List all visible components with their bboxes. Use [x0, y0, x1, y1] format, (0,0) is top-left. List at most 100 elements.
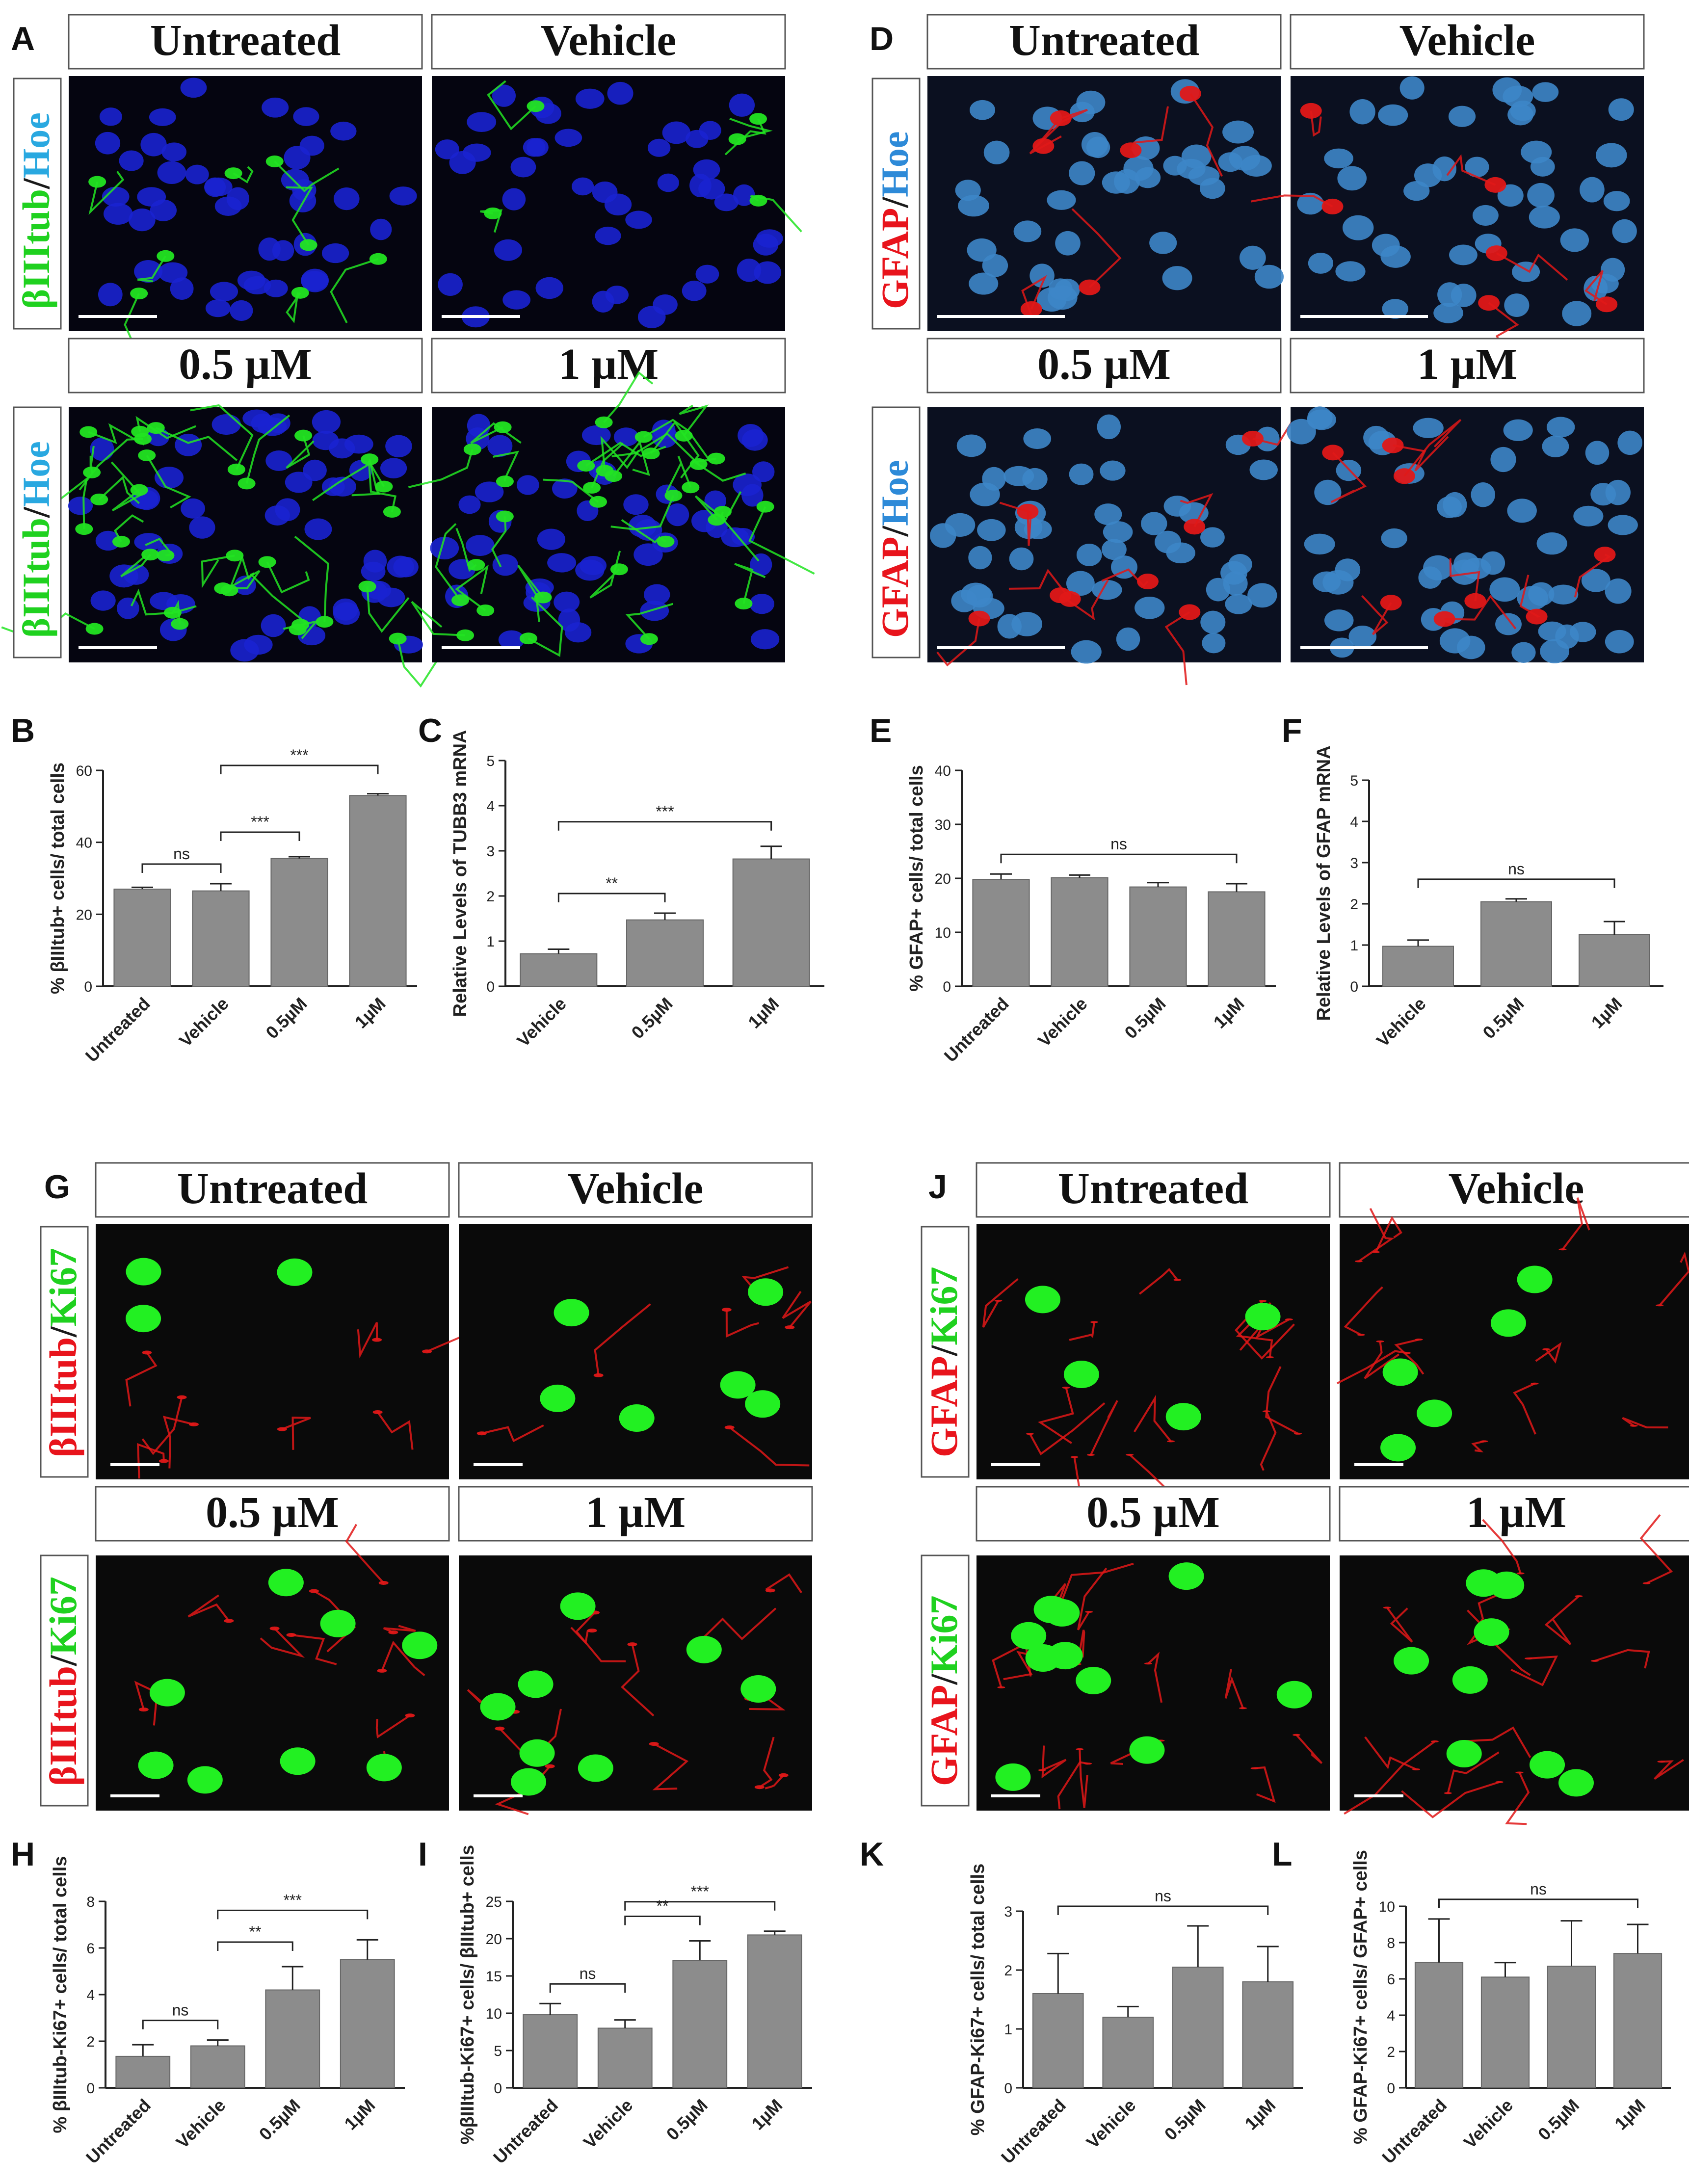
- nucleus: [643, 584, 670, 605]
- y-tick-label: 0: [1004, 2080, 1012, 2097]
- nucleus: [752, 461, 775, 482]
- nucleus: [592, 290, 614, 313]
- nucleus: [329, 476, 357, 497]
- nucleus: [380, 458, 407, 479]
- gfap-fiber: [1630, 1424, 1638, 1427]
- tubulin-cell: [383, 505, 401, 518]
- gfap-cell: [1596, 296, 1618, 313]
- nucleus: [90, 437, 114, 461]
- nucleus: [693, 159, 720, 180]
- nucleus: [262, 97, 289, 118]
- nucleus: [344, 434, 373, 454]
- bar-f-2: [1480, 901, 1552, 987]
- tubulin-cell: [675, 429, 693, 442]
- y-tick-label: 2: [1350, 896, 1358, 913]
- nucleus: [750, 553, 772, 576]
- cell-process: [610, 495, 675, 530]
- nucleus: [750, 629, 780, 650]
- tubulin-cell: [112, 535, 130, 548]
- cell-process: [621, 1644, 655, 1717]
- j-ki67-nucleus: [995, 1763, 1031, 1791]
- nucleus: [226, 187, 249, 211]
- gfap-fiber: [1062, 1387, 1070, 1389]
- y-axis-label: % GFAP+ cells/ total cells: [906, 765, 927, 991]
- nucleus: [657, 173, 679, 192]
- cell-process: [729, 117, 773, 140]
- nucleus: [968, 546, 992, 570]
- nucleus: [945, 513, 976, 537]
- nucleus: [1342, 215, 1374, 240]
- nucleus: [1009, 547, 1034, 571]
- tubulin-cell: [130, 288, 148, 300]
- bar-l-1: [1414, 1962, 1464, 2088]
- cell-process: [652, 1743, 689, 1790]
- tubulin-fiber: [495, 1726, 505, 1731]
- gfap-fiber: [1085, 1610, 1093, 1613]
- a-label-high: 1 µM: [558, 340, 659, 389]
- cell-process: [1038, 1387, 1074, 1444]
- nucleus: [1527, 183, 1555, 208]
- tubulin-cell: [289, 623, 307, 635]
- cell-process: [1375, 1216, 1402, 1253]
- condition-label-box: [976, 1162, 1331, 1218]
- g-ki67-nucleus: [518, 1670, 554, 1698]
- y-axis-label: Relative Levels of TUBB3 mRNA: [450, 730, 471, 1017]
- gfap-cell: [1322, 445, 1344, 461]
- y-axis-label: % βIIItub+ cells/ total cells: [48, 763, 68, 994]
- tubulin-fiber: [286, 1633, 296, 1637]
- nucleus: [140, 132, 167, 157]
- tubulin-fiber: [754, 1785, 765, 1789]
- nucleus: [1255, 426, 1280, 451]
- nucleus: [628, 514, 657, 538]
- nucleus: [1414, 163, 1442, 187]
- nucleus: [1220, 561, 1247, 585]
- nucleus: [1239, 245, 1266, 270]
- nucleus: [1583, 275, 1608, 301]
- nucleus: [704, 490, 726, 511]
- gfap-fiber: [1376, 1340, 1384, 1342]
- x-tick-label: 1µM: [340, 2095, 379, 2134]
- tubulin-cell: [299, 239, 317, 251]
- nucleus: [1596, 143, 1627, 168]
- tubulin-cell: [756, 500, 774, 513]
- nucleus: [714, 193, 739, 211]
- condition-label-box: [1290, 338, 1645, 394]
- tubulin-fiber: [765, 1588, 775, 1593]
- nucleus: [370, 218, 392, 240]
- stain-label-box: [871, 406, 921, 658]
- nucleus: [1562, 301, 1592, 326]
- cell-process: [88, 171, 125, 215]
- x-tick-label: 1µM: [747, 2095, 786, 2134]
- nucleus: [516, 475, 539, 495]
- chart-c: 0 1 2 3 4 5 Vehicle 0.5µM 1µM Relative Levels of …: [450, 730, 824, 1051]
- y-tick-label: 0: [494, 2080, 502, 2097]
- cell-process: [729, 1426, 810, 1467]
- cell-process: [187, 1594, 230, 1622]
- gfap-fiber: [1084, 1763, 1092, 1765]
- nucleus: [389, 186, 417, 206]
- cell-process: [982, 1278, 1019, 1328]
- bar-k-2: [1102, 2017, 1154, 2088]
- gfap-fiber: [994, 1299, 1003, 1302]
- gfap-fiber: [1294, 1432, 1302, 1435]
- gfap-cell: [1179, 604, 1201, 620]
- condition-label-box: [458, 1162, 813, 1218]
- d-label-untreated: Untreated: [1009, 16, 1199, 65]
- nucleus: [666, 503, 689, 526]
- nucleus: [475, 481, 504, 502]
- tubulin-fiber: [627, 1642, 637, 1647]
- nucleus: [1202, 632, 1226, 654]
- nucleus: [983, 140, 1010, 164]
- cell-process: [89, 446, 95, 473]
- tubulin-cell: [634, 431, 653, 443]
- y-tick-label: 10: [1379, 1899, 1395, 1915]
- gfap-fiber: [1262, 1410, 1270, 1413]
- d-micrograph-vehicle: [1250, 76, 1644, 361]
- cell-process: [110, 461, 143, 512]
- nucleus: [1504, 293, 1530, 317]
- y-tick-label: 20: [76, 907, 92, 923]
- y-tick-label: 3: [1350, 855, 1358, 871]
- nucleus: [1548, 584, 1579, 605]
- g-ki67-nucleus: [740, 1675, 776, 1703]
- gfap-fiber: [1090, 1321, 1098, 1323]
